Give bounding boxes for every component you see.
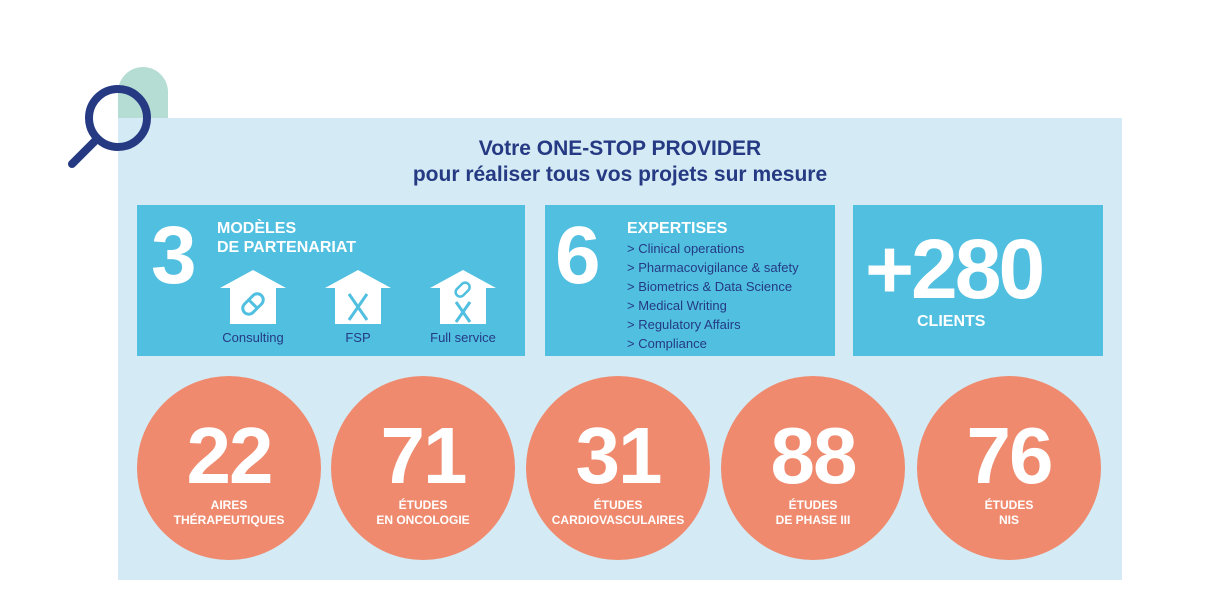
expertise-item: > Pharmacovigilance & safety xyxy=(627,260,799,275)
title-line2: pour réaliser tous vos projets sur mesur… xyxy=(412,163,828,186)
house-x-icon xyxy=(325,270,391,324)
stat-circle: 22 AIRES THÉRAPEUTIQUES xyxy=(137,376,321,560)
partnership-number: 3 xyxy=(151,210,197,301)
stat-label: ÉTUDES EN ONCOLOGIE xyxy=(376,498,470,527)
stat-number: 71 xyxy=(380,411,468,500)
expertise-item: > Medical Writing xyxy=(627,298,727,313)
expertises-number: 6 xyxy=(555,210,601,301)
model-consulting: Consulting xyxy=(213,268,293,345)
expertise-item: > Clinical operations xyxy=(627,241,745,256)
stat-number: 88 xyxy=(770,411,858,500)
expertise-item: > Biometrics & Data Science xyxy=(627,279,793,294)
model-label: Consulting xyxy=(222,330,284,345)
clients-label: CLIENTS xyxy=(917,313,986,330)
stat-circle: 76 ÉTUDES NIS xyxy=(917,376,1101,560)
stat-number: 31 xyxy=(575,411,663,500)
magnifier-icon xyxy=(68,85,151,168)
stat-circle: 71 ÉTUDES EN ONCOLOGIE xyxy=(331,376,515,560)
expertises-card: 6 EXPERTISES > Clinical operations > Pha… xyxy=(545,205,835,356)
stat-label: AIRES THÉRAPEUTIQUES xyxy=(173,498,285,527)
expertises-heading: EXPERTISES xyxy=(627,220,728,237)
model-label: FSP xyxy=(345,330,371,345)
house-capsule-x-icon xyxy=(430,270,496,324)
page-title: Votre ONE-STOP PROVIDER pour réaliser to… xyxy=(118,136,1122,188)
partnership-heading-line2: DE PARTENARIAT xyxy=(217,239,356,256)
clients-card: +280 CLIENTS xyxy=(853,205,1103,356)
stat-label: ÉTUDES CARDIOVASCULAIRES xyxy=(551,498,685,527)
partnership-card: 3 MODÈLES DE PARTENARIAT Consulting FSP F… xyxy=(137,205,525,356)
expertise-item: > Regulatory Affairs xyxy=(627,317,741,332)
stat-label: ÉTUDES NIS xyxy=(984,498,1034,527)
stat-label: ÉTUDES DE PHASE III xyxy=(775,498,851,527)
stat-number: 76 xyxy=(966,411,1054,500)
title-line1: Votre ONE-STOP PROVIDER xyxy=(478,137,762,160)
stat-circle: 31 ÉTUDES CARDIOVASCULAIRES xyxy=(526,376,710,560)
model-label: Full service xyxy=(430,330,496,345)
partnership-heading-line1: MODÈLES xyxy=(217,220,297,237)
model-full-service: Full service xyxy=(423,268,503,345)
partnership-heading: MODÈLES DE PARTENARIAT xyxy=(217,219,356,257)
clients-number: +280 xyxy=(865,222,1045,316)
model-fsp: FSP xyxy=(318,268,398,345)
expertise-item: > Compliance xyxy=(627,336,707,351)
stat-number: 22 xyxy=(186,411,274,500)
expertises-list: > Clinical operations > Pharmacovigilanc… xyxy=(627,239,799,353)
house-capsule-icon xyxy=(220,270,286,324)
stat-circle: 88 ÉTUDES DE PHASE III xyxy=(721,376,905,560)
